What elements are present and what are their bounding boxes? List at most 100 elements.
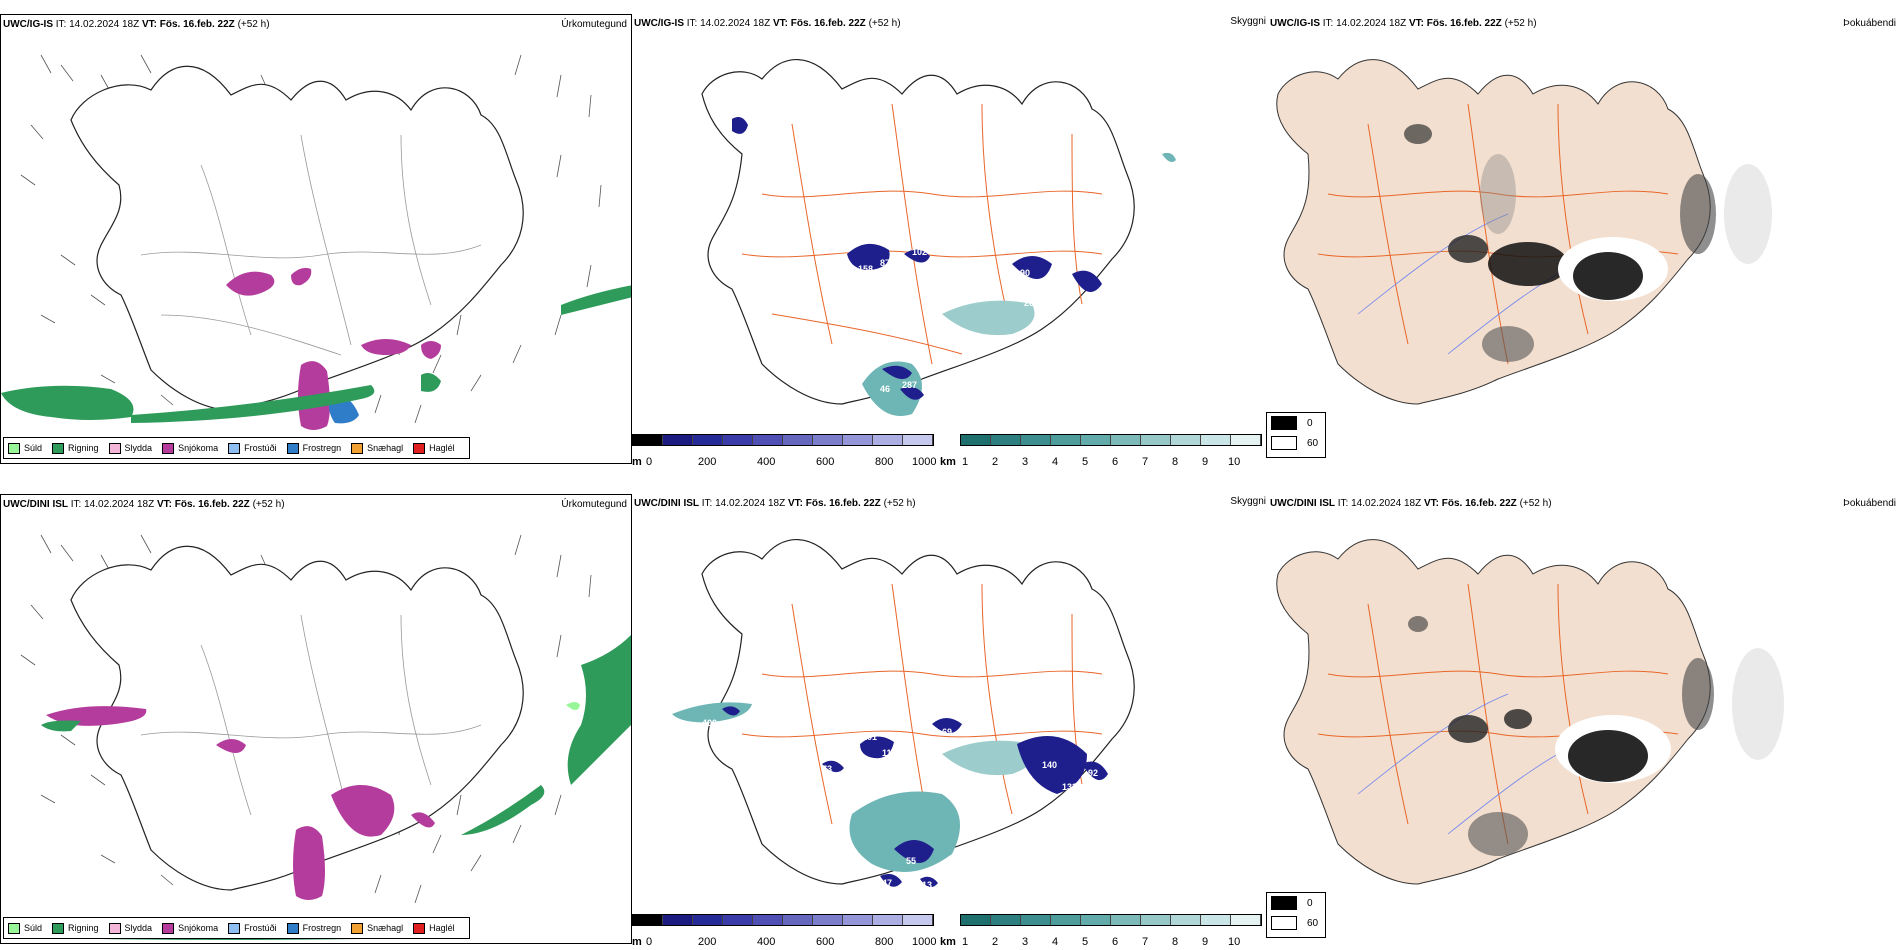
ceiling-label: 90 [1020, 268, 1030, 278]
colorbar-tick: 400 [757, 936, 776, 948]
colorbar-blocks [632, 914, 934, 926]
colorbar-tick: 6 [1112, 456, 1119, 468]
legend-item: Snæhagl [351, 922, 403, 934]
fog-legend-item: 0 [1267, 893, 1325, 913]
colorbar-tick: 3 [1022, 456, 1029, 468]
colorbar-tick: 1000 [912, 936, 937, 948]
colorbar-unit: km [940, 456, 956, 468]
colorbar-tick: 5 [1082, 936, 1089, 948]
ceiling-label: 55 [906, 856, 916, 866]
colorbar-tick: 400 [757, 456, 776, 468]
legend-item: Frostregn [286, 442, 341, 454]
fog-index-title: Þokuábendi [1843, 18, 1896, 29]
visibility-title: Skyggni [1230, 16, 1266, 27]
fog-map-top [1276, 59, 1772, 405]
ceiling-label: 193 [904, 354, 919, 364]
panel-title-top-vis: UWC/IG-IS IT: 14.02.2024 18Z VT: Fös. 16… [634, 18, 901, 29]
ceiling-label: 92 [1088, 768, 1098, 778]
legend-item: Rigning [52, 922, 99, 934]
colorbar-tick: 7 [1142, 936, 1149, 948]
legend-item: Frostregn [286, 922, 341, 934]
iceland-outline [70, 65, 524, 411]
visibility-colorbar-bottom: km 1 2 3 4 5 6 7 8 9 10 [940, 914, 1265, 948]
visibility-panel-bottom: 400 101 116 73 69 140 92 133 59 55 47 13… [632, 494, 1268, 944]
colorbar-tick: 3 [1022, 936, 1029, 948]
precip-type-panel-top: UWC/IG-IS IT: 14.02.2024 18Z VT: Fös. 16… [0, 14, 632, 464]
legend-item: Snjókoma [162, 442, 218, 454]
colorbar-tick: 4 [1052, 456, 1059, 468]
cloud-base-colorbar-bottom: m 0 200 400 600 800 1000 [632, 914, 937, 948]
colorbar-tick: 4 [1052, 936, 1059, 948]
colorbar-tick: 200 [698, 936, 717, 948]
fog-index-panel-top: UWC/IG-IS IT: 14.02.2024 18Z VT: Fös. 16… [1268, 14, 1900, 464]
precip-type-title: Úrkomutegund [561, 19, 627, 30]
precip-map-bottom [20, 534, 631, 940]
precip-legend-top: Súld Rigning Slydda Snjókoma Frostúði Fr… [3, 437, 470, 459]
colorbar-tick: 800 [875, 936, 894, 948]
legend-item: Frostúði [228, 922, 277, 934]
ceiling-label: 400 [702, 718, 717, 728]
visibility-map-top: 158 87 102 33 90 4 26 193 287 46 [701, 59, 1176, 416]
colorbar-unit: m [632, 456, 642, 468]
roads-grey [140, 134, 482, 356]
ceiling-label: 46 [880, 384, 890, 394]
legend-item: Rigning [52, 442, 99, 454]
colorbar-blocks [632, 434, 934, 446]
visibility-title: Skyggni [1230, 496, 1266, 507]
legend-item: Haglél [413, 442, 455, 454]
fog-legend-top: 0 60 [1266, 412, 1326, 458]
colorbar-tick: 2 [992, 936, 999, 948]
colorbar-tick: 7 [1142, 456, 1149, 468]
legend-item: Haglél [413, 922, 455, 934]
ceiling-label: 4 [1126, 256, 1131, 266]
panel-title-bottom-fog: UWC/DINI ISL IT: 14.02.2024 18Z VT: Fös.… [1270, 498, 1552, 509]
ceiling-label: 87 [880, 258, 890, 268]
colorbar-tick: 8 [1172, 456, 1179, 468]
colorbar-tick: 10 [1228, 456, 1241, 468]
ceiling-label: 158 [858, 264, 873, 274]
ceiling-label: 133 [1062, 782, 1077, 792]
panel-title-top-precip: UWC/IG-IS IT: 14.02.2024 18Z VT: Fös. 16… [3, 19, 270, 30]
ceiling-label: 102 [912, 247, 927, 257]
ceiling-label: 101 [862, 732, 877, 742]
colorbar-blocks [960, 434, 1262, 446]
colorbar-tick: 2 [992, 456, 999, 468]
colorbar-unit: km [940, 936, 956, 948]
colorbar-tick: 0 [646, 456, 653, 468]
panel-title-bottom-precip: UWC/DINI ISL IT: 14.02.2024 18Z VT: Fös.… [3, 499, 285, 510]
colorbar-tick: 8 [1172, 936, 1179, 948]
panel-title-top-fog: UWC/IG-IS IT: 14.02.2024 18Z VT: Fös. 16… [1270, 18, 1537, 29]
colorbar-tick: 5 [1082, 456, 1089, 468]
precip-type-title: Úrkomutegund [561, 499, 627, 510]
visibility-panel-top: 158 87 102 33 90 4 26 193 287 46 UWC/IG-… [632, 14, 1268, 464]
ceiling-label: 26 [1024, 298, 1034, 308]
visibility-map-bottom: 400 101 116 73 69 140 92 133 59 55 47 13 [672, 539, 1135, 890]
fog-index-panel-bottom: UWC/DINI ISL IT: 14.02.2024 18Z VT: Fös.… [1268, 494, 1900, 944]
ceiling-label: 140 [1042, 760, 1057, 770]
legend-item: Súld [8, 442, 42, 454]
legend-item: Snjókoma [162, 922, 218, 934]
fog-legend-item: 0 [1267, 413, 1325, 433]
colorbar-tick: 10 [1228, 936, 1241, 948]
ceiling-label: 73 [822, 764, 832, 774]
legend-item: Frostúði [228, 442, 277, 454]
ceiling-label: 116 [882, 748, 897, 758]
colorbar-tick: 1 [962, 936, 969, 948]
precip-map-top [1, 54, 631, 430]
colorbar-tick: 9 [1202, 456, 1209, 468]
ceiling-label: 47 [882, 878, 892, 888]
ceiling-label: 69 [942, 727, 952, 737]
legend-item: Slydda [108, 922, 152, 934]
colorbar-tick: 600 [816, 456, 835, 468]
colorbar-unit: m [632, 936, 642, 948]
colorbar-tick: 6 [1112, 936, 1119, 948]
ceiling-label: 287 [902, 380, 917, 390]
fog-areas [1404, 124, 1772, 362]
precip-legend-bottom: Súld Rigning Slydda Snjókoma Frostúði Fr… [3, 917, 470, 939]
colorbar-tick: 800 [875, 456, 894, 468]
visibility-colorbar-top: km 1 2 3 4 5 6 7 8 9 10 [940, 434, 1265, 468]
legend-item: Súld [8, 922, 42, 934]
ceiling-label: 13 [922, 880, 932, 890]
colorbar-tick: 1 [962, 456, 969, 468]
colorbar-tick: 200 [698, 456, 717, 468]
